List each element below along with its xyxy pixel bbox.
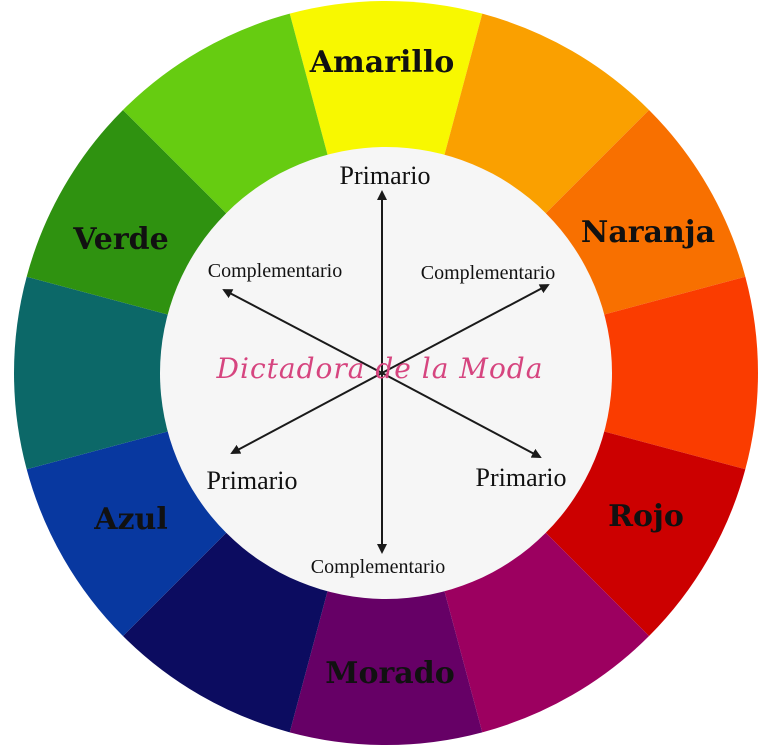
label-morado: Morado — [325, 656, 454, 691]
label-upper-right-complementario: Complementario — [421, 262, 555, 284]
arrows — [222, 190, 550, 554]
label-upper-left-complementario: Complementario — [208, 260, 342, 282]
watermark-text: Dictadora de la Moda — [216, 352, 544, 385]
label-bottom-complementario: Complementario — [311, 556, 445, 578]
inner-labels: Primario Complementario Complementario P… — [207, 161, 567, 578]
arrow-lower-right — [381, 372, 542, 458]
label-lower-left-primario: Primario — [207, 466, 298, 495]
label-rojo: Rojo — [608, 499, 684, 534]
label-verde: Verde — [72, 222, 168, 257]
wheel-center — [160, 147, 612, 599]
label-naranja: Naranja — [581, 215, 715, 250]
segment-labels: Amarillo Naranja Rojo Morado Azul Verde — [72, 45, 715, 691]
label-amarillo: Amarillo — [309, 45, 454, 80]
label-azul: Azul — [93, 502, 168, 537]
arrow-upper-left — [222, 289, 383, 374]
arrow-lower-left — [230, 372, 383, 454]
label-top-primario: Primario — [340, 161, 431, 190]
label-lower-right-primario: Primario — [476, 463, 567, 492]
arrow-upper-right — [381, 284, 550, 374]
